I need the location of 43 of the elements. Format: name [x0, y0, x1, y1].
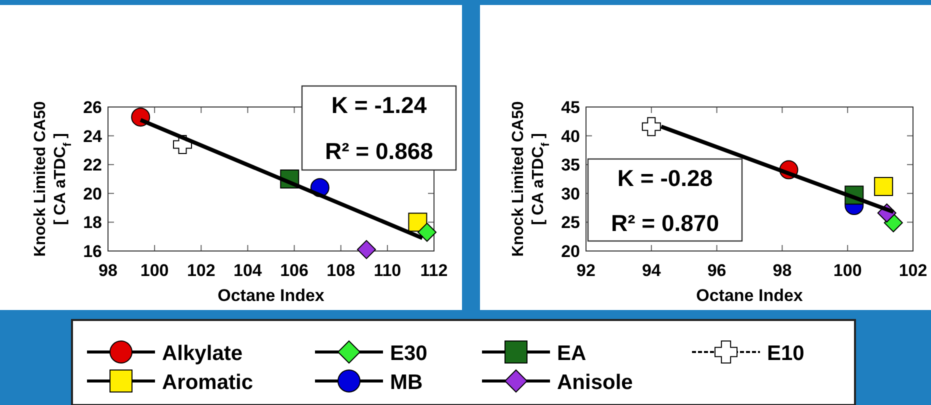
legend-label: Alkylate: [162, 342, 243, 365]
y-tick-label: 30: [561, 184, 580, 204]
y-tick-label: 16: [83, 242, 102, 261]
x-tick-label: 102: [898, 261, 928, 280]
point: [418, 222, 437, 242]
legend-label: EA: [557, 342, 586, 365]
y-tick-label: 20: [83, 184, 102, 204]
legend-label: E30: [390, 342, 428, 365]
x-tick-label: 98: [772, 261, 792, 280]
annotation: K = -1.24: [331, 92, 427, 118]
x-tick-label: 100: [140, 261, 169, 280]
y-tick-label: 35: [561, 156, 580, 175]
x-tick-label: 94: [642, 261, 662, 280]
x-axis-title: Octane Index: [218, 286, 325, 305]
legend-label: Anisole: [557, 371, 633, 394]
x-axis-title: Octane Index: [696, 286, 804, 305]
x-tick-label: 92: [576, 261, 596, 280]
y-tick-label: 20: [561, 242, 580, 261]
point: [642, 117, 661, 136]
x-tick-label: 98: [98, 261, 118, 280]
y-tick-label: 40: [561, 126, 580, 146]
legend-label: Aromatic: [162, 371, 254, 394]
y-tick-label: 24: [83, 126, 103, 146]
x-tick-label: 104: [234, 261, 262, 280]
x-tick-label: 110: [374, 261, 402, 280]
x-tick-label: 96: [707, 261, 726, 280]
y-tick-label: 25: [561, 213, 580, 232]
x-tick-label: 102: [186, 261, 216, 280]
y-tick-label: 45: [561, 98, 580, 117]
annotation: R² = 0.868: [324, 138, 434, 164]
x-tick-label: 108: [326, 261, 356, 280]
legend-label: E10: [767, 342, 804, 365]
y-tick-label: 18: [83, 213, 102, 232]
annotation: K = -0.28: [617, 165, 713, 191]
point: [874, 176, 894, 196]
y-tick-label: 22: [83, 156, 102, 175]
point: [356, 240, 376, 260]
y-tick-label: 26: [83, 98, 102, 117]
annotation: R² = 0.870: [610, 210, 720, 236]
x-tick-label: 100: [833, 261, 862, 280]
x-tick-label: 112: [420, 261, 448, 280]
x-tick-label: 106: [280, 261, 308, 280]
legend-label: MB: [390, 371, 423, 394]
